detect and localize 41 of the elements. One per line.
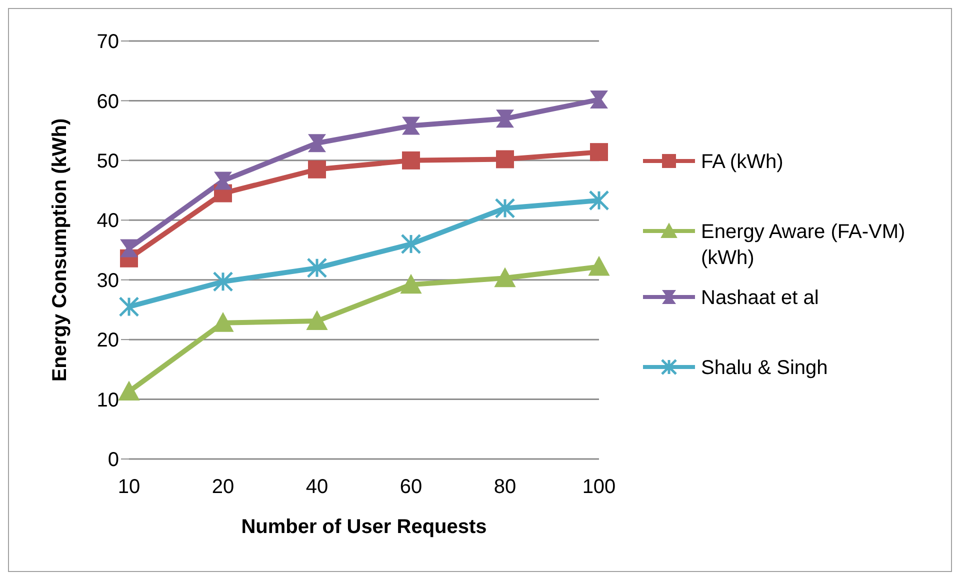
y-tick-label: 50 xyxy=(96,150,119,173)
y-tick-label: 60 xyxy=(96,90,119,113)
x-tick-label: 100 xyxy=(582,476,616,498)
y-tick-label: 20 xyxy=(96,330,119,352)
point xyxy=(494,267,516,288)
x-tick-label: 20 xyxy=(212,476,234,498)
y-tick-label: 70 xyxy=(96,31,119,54)
point xyxy=(118,296,140,317)
point xyxy=(588,256,610,276)
y-tick-label: 10 xyxy=(96,389,119,412)
point xyxy=(306,258,328,278)
x-tick-label: 10 xyxy=(118,476,140,498)
legend-label: Nashaat et al xyxy=(701,286,819,311)
point xyxy=(496,150,514,168)
y-tick-label: 30 xyxy=(96,270,119,292)
point xyxy=(308,134,326,152)
y-axis-title: Energy Consumption (kWh) xyxy=(49,118,72,382)
point xyxy=(120,239,138,258)
legend-label: Energy Aware (FA-VM) (kWh) xyxy=(701,220,906,271)
point xyxy=(590,90,608,109)
point xyxy=(590,143,608,162)
point xyxy=(214,172,232,190)
y-tick-label: 0 xyxy=(108,449,119,472)
point xyxy=(402,151,420,170)
legend-label: FA (kWh) xyxy=(701,150,784,175)
x-axis-title: Number of User Requests xyxy=(241,516,487,538)
point xyxy=(308,160,326,178)
legend-label: Shalu & Singh xyxy=(701,356,828,381)
x-tick-label: 60 xyxy=(400,476,422,498)
x-tick-label: 40 xyxy=(306,476,328,498)
point xyxy=(212,271,234,292)
point xyxy=(494,198,516,218)
point xyxy=(400,274,422,294)
point xyxy=(496,110,514,128)
y-tick-label: 40 xyxy=(96,210,119,232)
point xyxy=(402,116,420,135)
x-tick-label: 80 xyxy=(494,476,516,498)
point xyxy=(306,310,328,330)
point xyxy=(588,190,610,211)
point xyxy=(400,234,422,254)
point xyxy=(118,380,140,401)
